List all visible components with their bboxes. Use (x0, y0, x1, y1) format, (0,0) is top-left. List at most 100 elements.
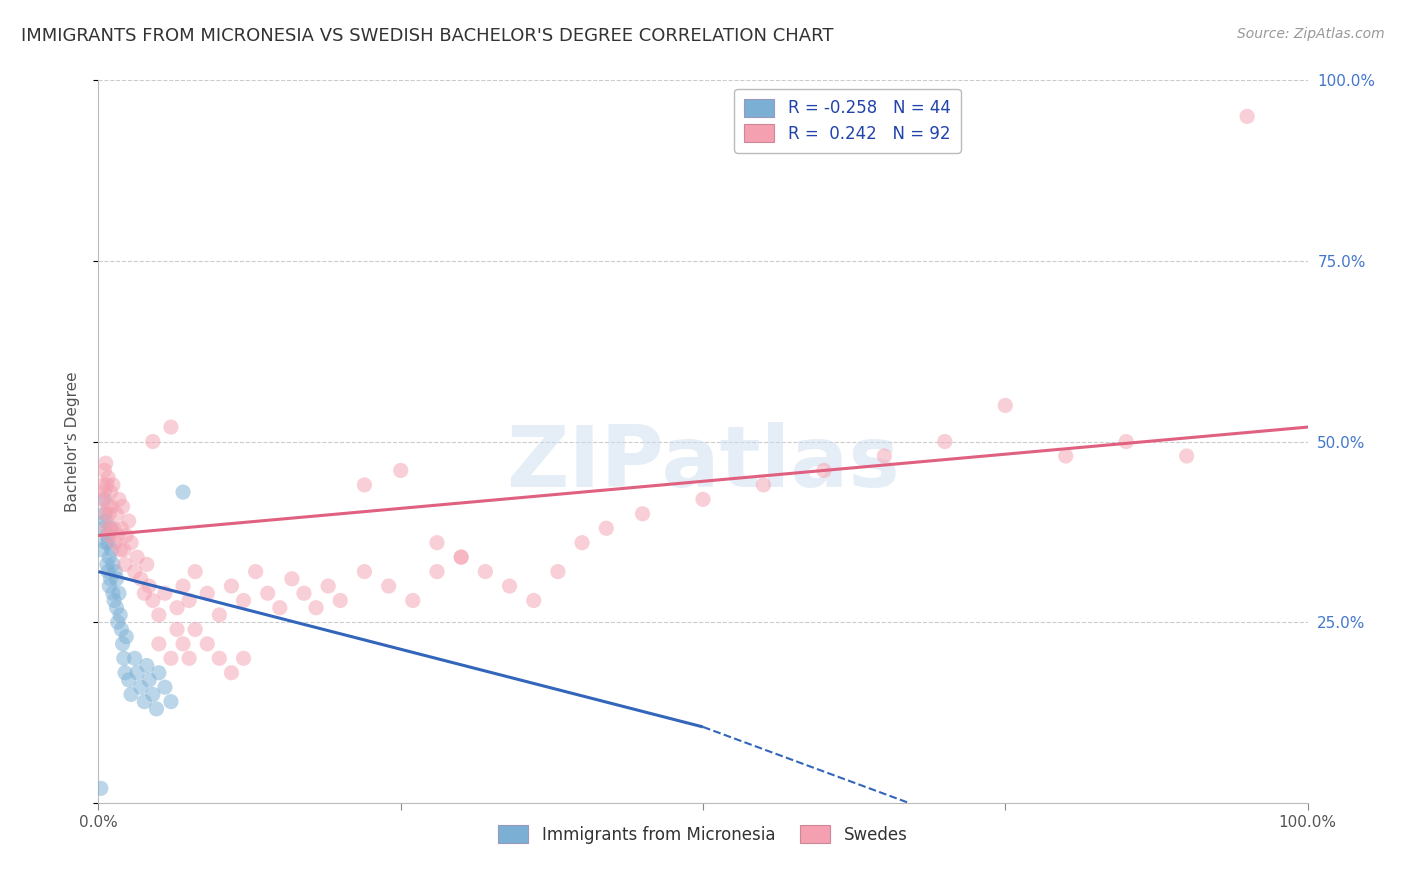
Point (105, 507, 128, 521)
Point (115, 630, 138, 644)
Point (96, 558, 118, 572)
Text: Source: ZipAtlas.com: Source: ZipAtlas.com (1237, 27, 1385, 41)
Point (148, 665, 170, 680)
Point (91, 521, 114, 535)
Point (114, 558, 136, 572)
Text: IMMIGRANTS FROM MICRONESIA VS SWEDISH BACHELOR'S DEGREE CORRELATION CHART: IMMIGRANTS FROM MICRONESIA VS SWEDISH BA… (21, 27, 834, 45)
Point (134, 586, 156, 600)
Point (873, 449, 896, 463)
Point (100, 485, 122, 500)
Point (93, 492, 115, 507)
Point (104, 565, 127, 579)
Point (105, 600, 128, 615)
Point (1175, 449, 1198, 463)
Point (101, 558, 124, 572)
Point (752, 478, 775, 492)
Point (127, 550, 149, 565)
Point (118, 514, 141, 528)
Point (98, 579, 121, 593)
Legend: Immigrants from Micronesia, Swedes: Immigrants from Micronesia, Swedes (491, 817, 915, 852)
Point (172, 485, 194, 500)
Point (108, 586, 131, 600)
Point (96, 528, 118, 542)
Point (1054, 449, 1077, 463)
Point (91, 542, 114, 557)
Point (208, 651, 231, 665)
Point (134, 695, 156, 709)
Point (595, 521, 617, 535)
Point (110, 521, 132, 535)
Point (292, 586, 315, 600)
Point (101, 478, 124, 492)
Point (692, 492, 714, 507)
Point (813, 463, 835, 477)
Point (195, 586, 218, 600)
Point (111, 500, 134, 514)
Point (94, 507, 117, 521)
Point (994, 398, 1017, 412)
Point (103, 521, 125, 535)
Point (474, 565, 496, 579)
Point (103, 593, 125, 607)
Point (160, 695, 183, 709)
Point (148, 607, 170, 622)
Point (142, 687, 165, 701)
Point (129, 680, 152, 694)
Point (184, 623, 207, 637)
Point (166, 623, 188, 637)
Point (353, 565, 375, 579)
Point (97, 500, 120, 514)
Point (316, 579, 339, 593)
Point (142, 593, 165, 607)
Point (1236, 110, 1258, 124)
Point (108, 492, 131, 507)
Point (631, 507, 654, 521)
Point (184, 565, 207, 579)
Point (281, 572, 304, 586)
Point (221, 579, 243, 593)
Point (120, 687, 142, 701)
Point (172, 637, 194, 651)
Point (232, 593, 254, 607)
Point (450, 550, 472, 565)
Point (93, 507, 115, 521)
Point (108, 542, 131, 557)
Point (94, 456, 117, 470)
Point (195, 637, 218, 651)
Point (129, 572, 152, 586)
Point (232, 651, 254, 665)
Point (100, 542, 122, 557)
Point (100, 521, 122, 535)
Point (135, 658, 157, 673)
Point (269, 600, 291, 615)
Text: ZIPatlas: ZIPatlas (506, 422, 900, 505)
Point (571, 535, 593, 549)
Point (179, 651, 201, 665)
Point (934, 434, 956, 449)
Point (377, 579, 399, 593)
Point (426, 535, 449, 549)
Point (305, 600, 328, 615)
Point (498, 579, 520, 593)
Point (97, 535, 120, 549)
Point (208, 607, 231, 622)
Point (142, 434, 165, 449)
Point (110, 623, 132, 637)
Point (221, 665, 243, 680)
Point (107, 615, 129, 630)
Point (97, 565, 120, 579)
Point (98, 507, 121, 521)
Point (402, 593, 425, 607)
Point (179, 593, 201, 607)
Point (118, 673, 141, 687)
Point (112, 542, 135, 557)
Point (105, 572, 128, 586)
Point (115, 528, 138, 542)
Point (93, 463, 115, 477)
Point (148, 637, 170, 651)
Point (98, 550, 121, 565)
Point (104, 535, 127, 549)
Point (112, 651, 135, 665)
Point (108, 607, 131, 622)
Point (153, 586, 176, 600)
